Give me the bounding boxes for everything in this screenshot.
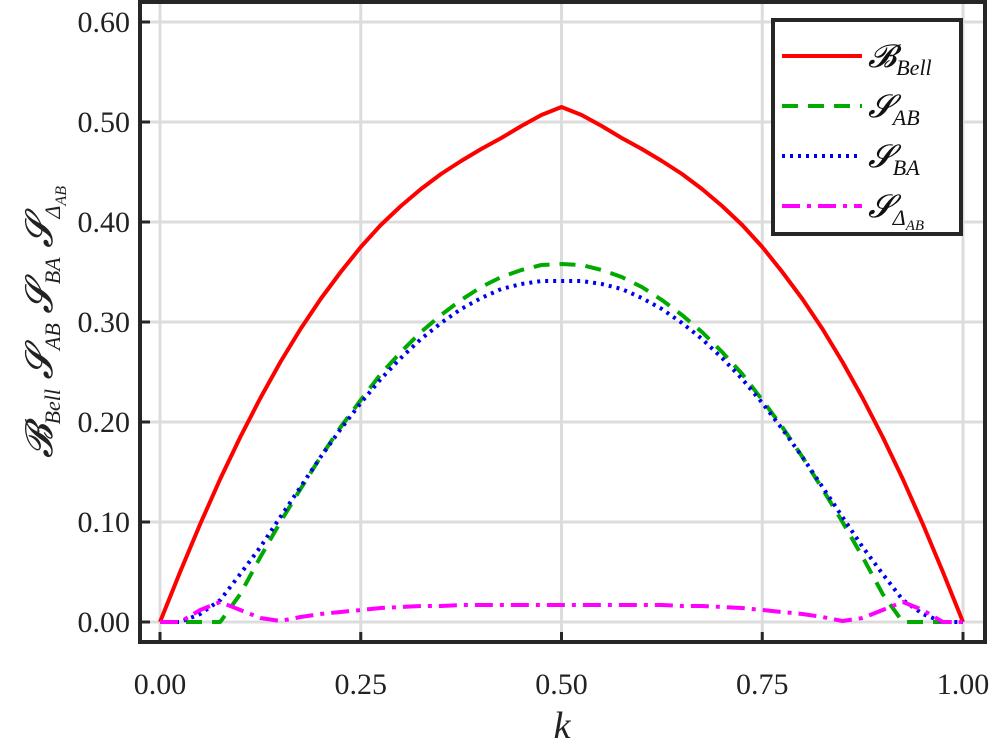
legend-box [771, 18, 963, 236]
y-tick-label: 0.60 [78, 6, 131, 39]
y-tick-label: 0.40 [78, 206, 131, 239]
series-line-3 [160, 600, 963, 624]
y-tick-label: 0.20 [78, 406, 131, 439]
ticks: 0.00 0.25 0.50 0.75 1.00 0.00 0.10 0.20 0.30 0.40… [78, 6, 990, 701]
x-tick-label: 0.25 [335, 668, 388, 701]
x-tick-label: 0.00 [134, 668, 187, 701]
series-lines [158, 105, 965, 624]
legend-label-0: 𝓑Bell [868, 38, 932, 80]
y-tick-label: 0.50 [78, 106, 131, 139]
series-line-2 [160, 279, 963, 624]
y-tick-label: 0.30 [78, 306, 131, 339]
series-line-0 [158, 105, 965, 623]
x-tick-label: 0.50 [535, 668, 588, 701]
x-axis-label: k [554, 705, 572, 744]
y-tick-label: 0.00 [78, 606, 131, 639]
legend-label-1: 𝓢AB [868, 88, 920, 130]
x-tick-label: 1.00 [937, 668, 990, 701]
y-axis-label: 𝓑Bell 𝓢AB 𝓢BA 𝓢ΔAB [19, 186, 70, 458]
x-tick-label: 0.75 [736, 668, 789, 701]
y-tick-label: 0.10 [78, 506, 131, 539]
